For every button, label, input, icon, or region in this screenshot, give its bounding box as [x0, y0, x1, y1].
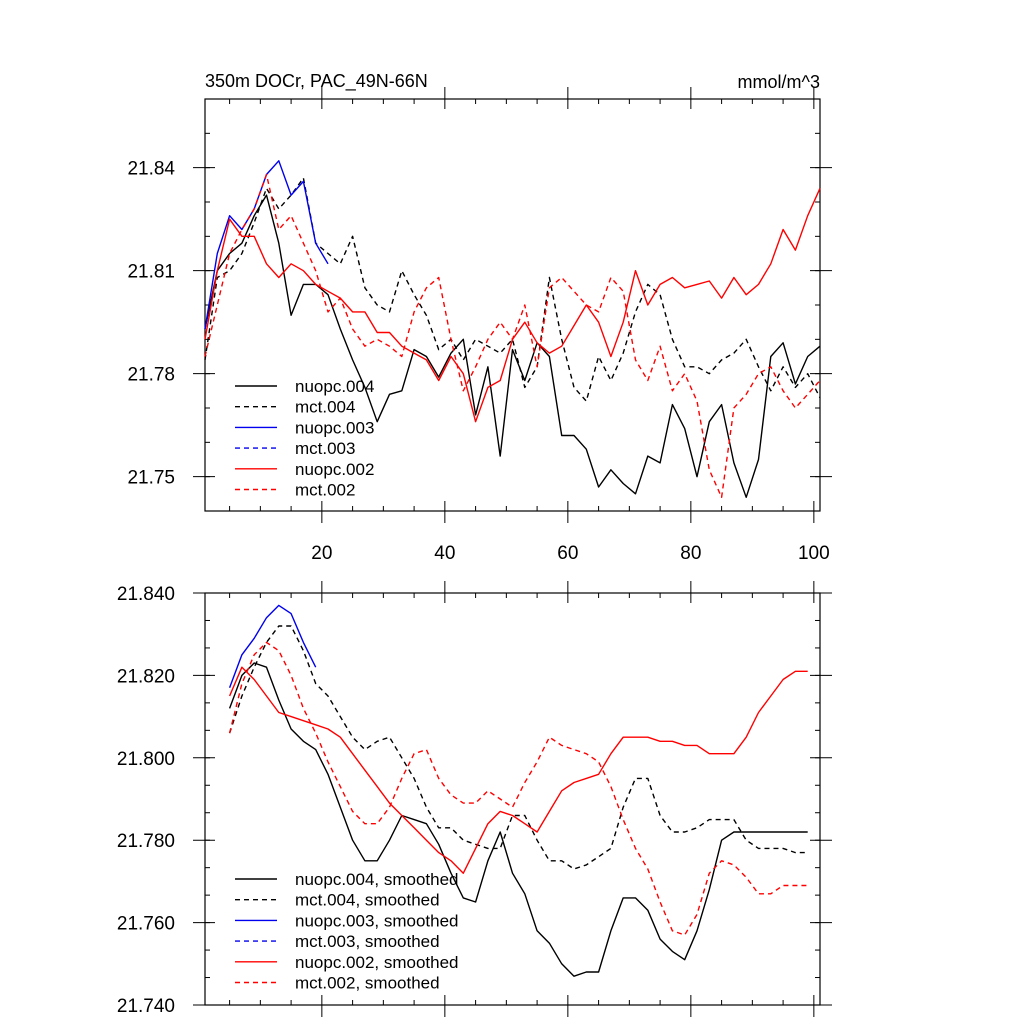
x-tick-label: 100 [798, 543, 830, 564]
series-line-mct-004-smoothed [228, 625, 808, 870]
legend-label: nuopc.002, smoothed [295, 953, 459, 972]
y-tick-label: 21.75 [127, 468, 175, 489]
legend-label: mct.002 [295, 481, 355, 500]
chart-title: 350m DOCr, PAC_49N-66N [205, 71, 428, 92]
x-tick-label: 80 [680, 543, 701, 564]
y-tick-label: 21.84 [127, 159, 175, 180]
series-line-mct-002 [204, 173, 821, 498]
series-line-nuopc-004 [204, 194, 821, 498]
bottom-plot-frame [204, 592, 821, 1006]
series-line-nuopc-004-smoothed [228, 662, 808, 977]
series-line-nuopc-002-smoothed [228, 666, 808, 874]
top-series-group [204, 160, 821, 498]
legend-label: nuopc.002 [295, 460, 374, 479]
top-y-axis: 21.75 21.78 21.81 21.84 [127, 98, 832, 512]
bottom-panel: 21.740 21.760 21.780 21.800 21.820 21.840 nuo… [117, 581, 832, 1017]
y-tick-label: 21.800 [117, 749, 175, 770]
legend-label: mct.004 [295, 398, 355, 417]
legend-label: nuopc.004 [295, 377, 374, 396]
x-tick-label: 20 [311, 543, 332, 564]
legend-label: mct.003, smoothed [295, 932, 440, 951]
legend-label: mct.004, smoothed [295, 891, 440, 910]
y-tick-label: 21.840 [117, 584, 175, 605]
legend-label: nuopc.004, smoothed [295, 870, 459, 889]
y-tick-label: 21.820 [117, 666, 175, 687]
top-panel: 350m DOCr, PAC_49N-66N mmol/m^3 21.7521.… [127, 71, 832, 564]
y-tick-label: 21.780 [117, 831, 175, 852]
legend-label: nuopc.003 [295, 418, 374, 437]
x-tick-label: 60 [557, 543, 578, 564]
series-line-mct-004 [204, 177, 821, 402]
top-x-axis: 20 40 60 80 100 [229, 87, 830, 564]
y-tick-label: 21.81 [127, 262, 175, 283]
y-tick-label: 21.740 [117, 996, 175, 1017]
legend-label: nuopc.003, smoothed [295, 911, 459, 930]
bottom-y-axis: 21.740 21.760 21.780 21.800 21.820 21.840 [117, 584, 832, 1017]
series-line-mct-002-smoothed [228, 641, 808, 936]
bottom-series-group [228, 604, 808, 977]
bottom-x-axis [229, 581, 815, 1017]
x-tick-label: 40 [434, 543, 455, 564]
legend-label: mct.003 [295, 439, 355, 458]
legend-label: mct.002, smoothed [295, 974, 440, 993]
series-line-nuopc-003-smoothed [228, 604, 317, 689]
y-tick-label: 21.78 [127, 365, 175, 386]
y-tick-label: 21.760 [117, 914, 175, 935]
units-label: mmol/m^3 [738, 72, 820, 92]
